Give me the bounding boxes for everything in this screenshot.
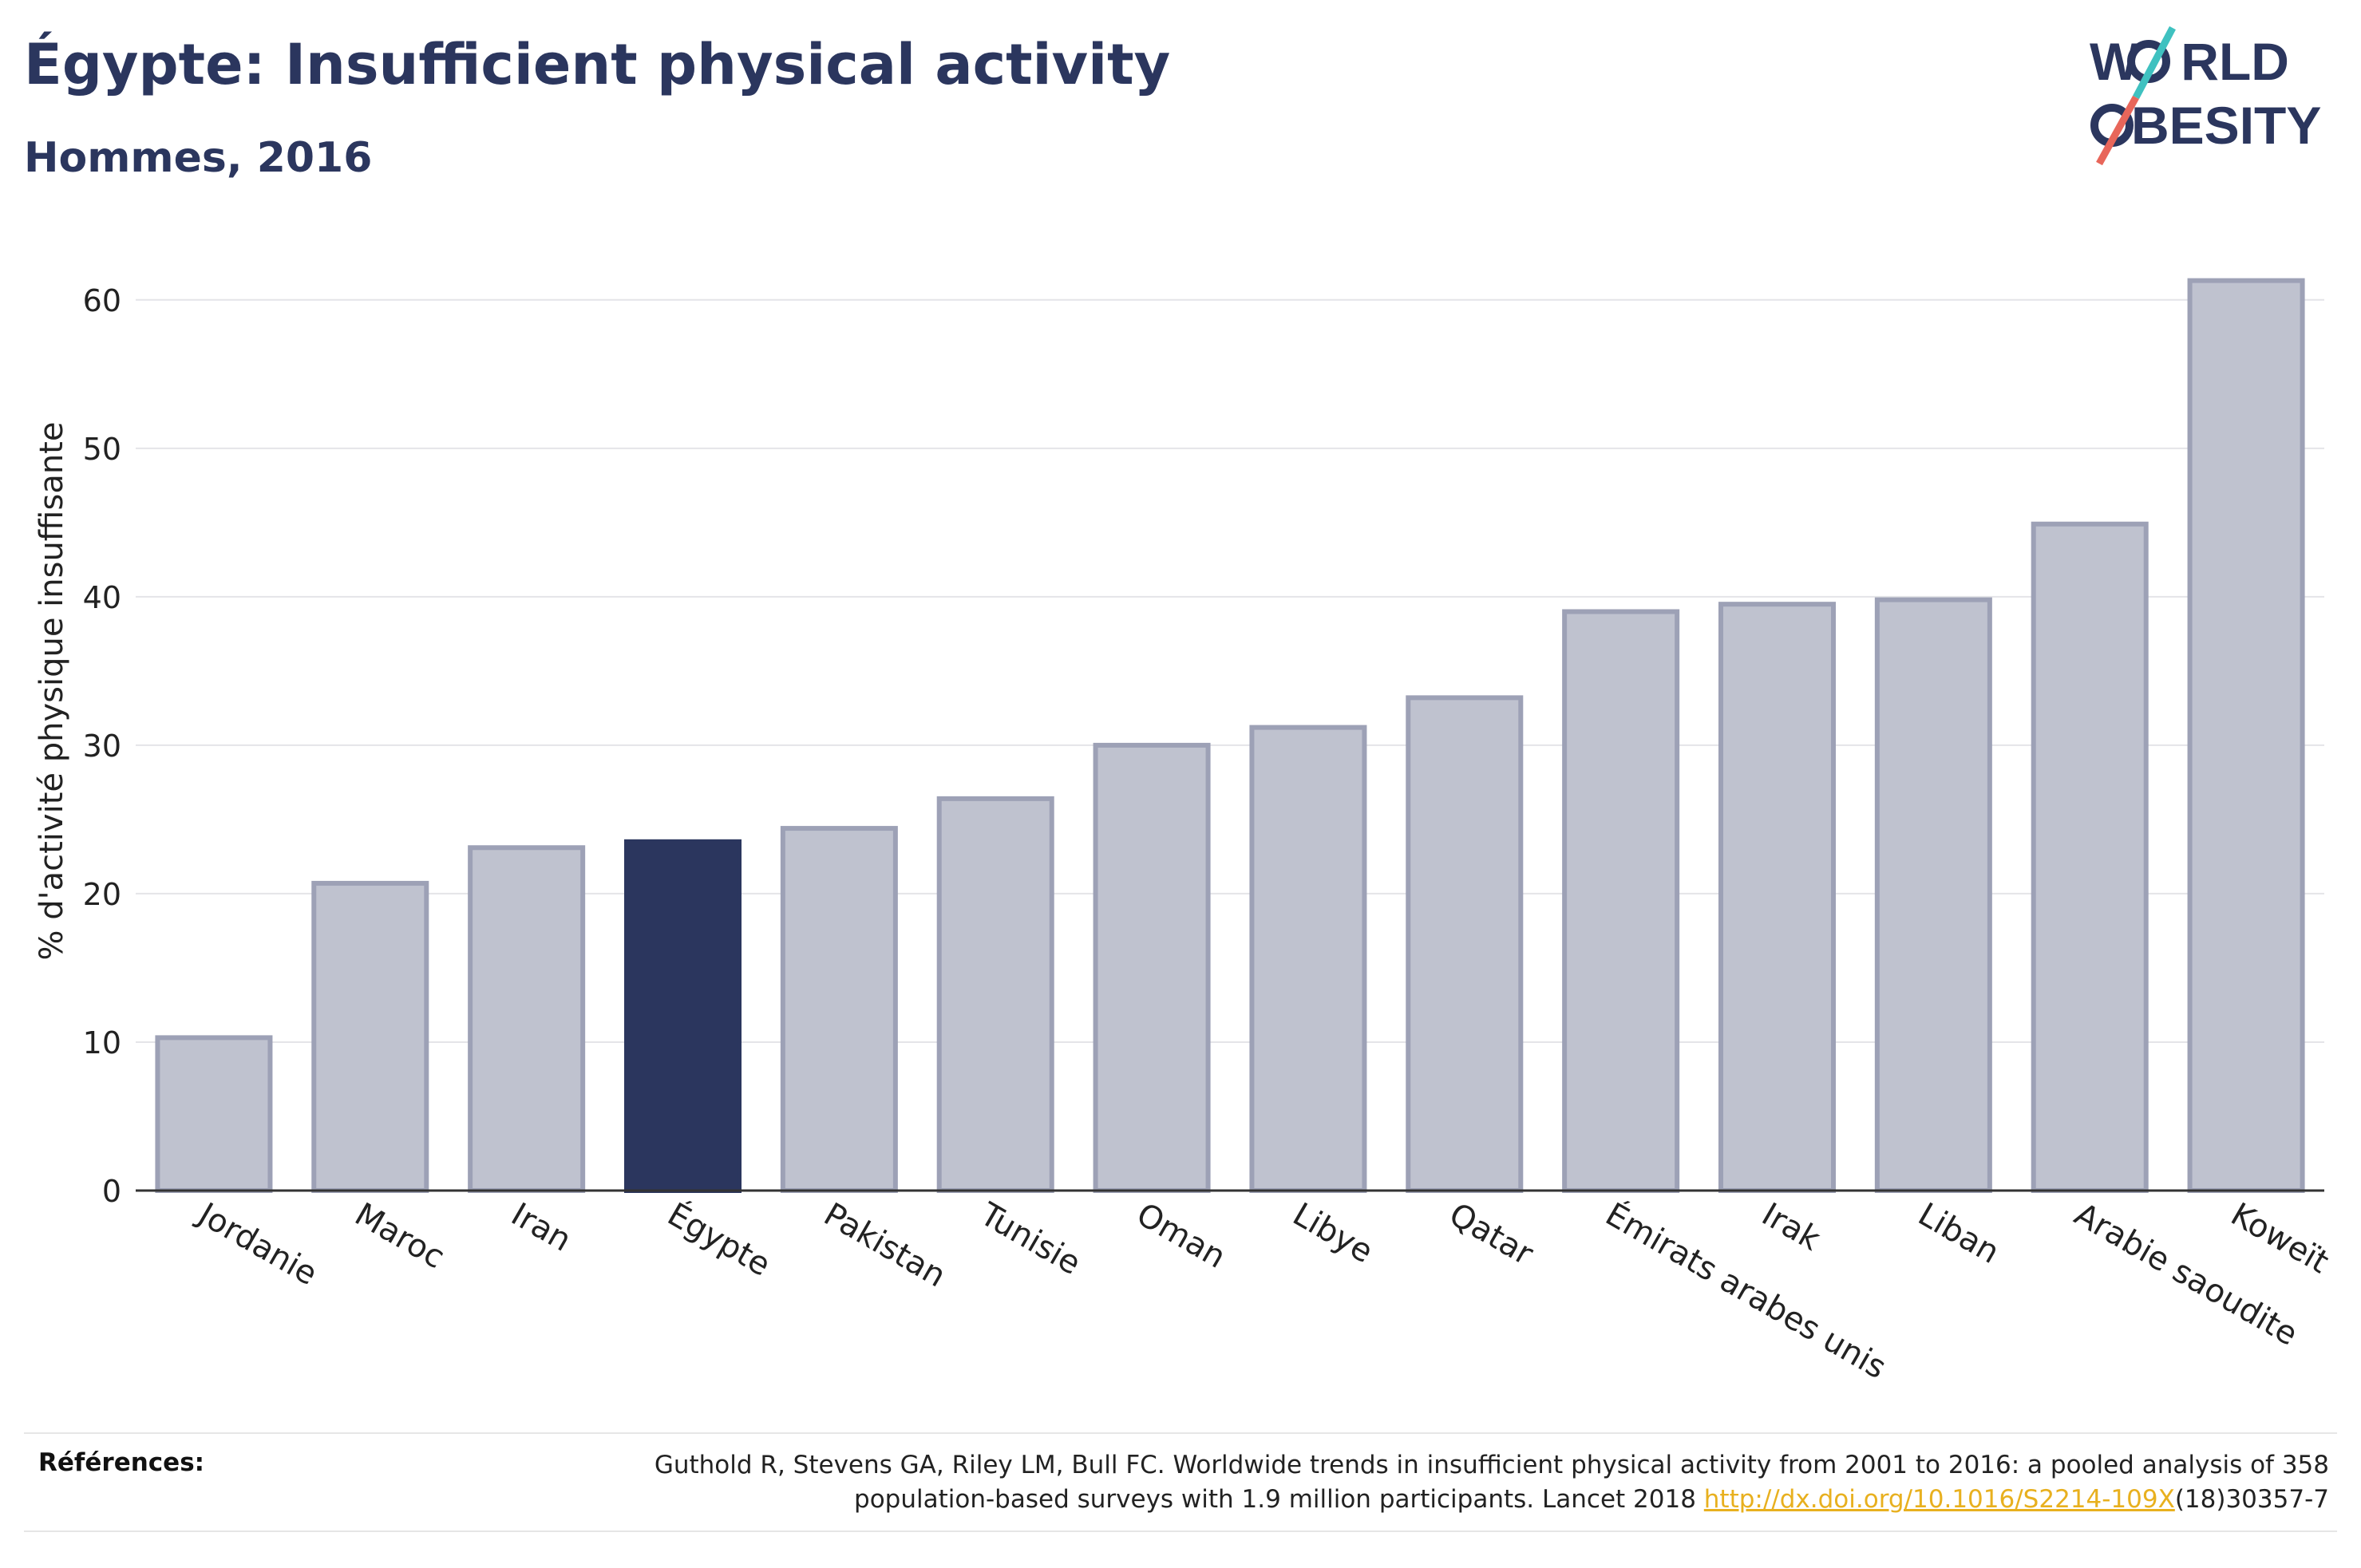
references-bottom-divider xyxy=(24,1530,2337,1532)
x-tick-label: Oman xyxy=(1130,1196,1232,1276)
references-top-divider xyxy=(24,1432,2337,1434)
chart-subtitle: Hommes, 2016 xyxy=(24,134,373,182)
reference-doi-link[interactable]: http://dx.doi.org/10.1016/S2214-109X xyxy=(1703,1485,2175,1514)
bar xyxy=(311,880,429,1194)
x-tick-label: Pakistan xyxy=(817,1196,951,1295)
highlighted-bar xyxy=(623,839,742,1194)
references-label: Références: xyxy=(38,1448,205,1477)
y-tick-label: 50 xyxy=(83,432,121,467)
bar xyxy=(1562,609,1680,1193)
chart-title: Égypte: Insufficient physical activity xyxy=(24,32,1171,97)
y-tick-label: 10 xyxy=(83,1025,121,1060)
svg-text:BESITY: BESITY xyxy=(2131,96,2321,155)
x-tick-label: Jordanie xyxy=(190,1195,323,1293)
bar xyxy=(1718,602,1837,1193)
reference-citation: Guthold R, Stevens GA, Riley LM, Bull FC… xyxy=(654,1451,2329,1514)
bar xyxy=(155,1035,273,1194)
x-tick-label: Tunisie xyxy=(973,1195,1086,1282)
y-tick-label: 30 xyxy=(83,729,121,764)
references-text: Guthold R, Stevens GA, Riley LM, Bull FC… xyxy=(573,1448,2329,1517)
x-tick-label: Libye xyxy=(1287,1196,1379,1270)
logo-teal-stroke xyxy=(2133,26,2176,100)
x-tick-label: Égypte xyxy=(662,1195,777,1284)
x-tick-label: Qatar xyxy=(1443,1196,1540,1273)
bar xyxy=(1406,695,1524,1193)
bar xyxy=(468,845,586,1194)
y-axis-label: % d'activité physique insuffisante xyxy=(34,422,70,961)
y-tick-label: 60 xyxy=(83,283,121,318)
y-tick-label: 0 xyxy=(102,1174,121,1209)
x-tick-label: Liban xyxy=(1912,1196,2005,1271)
bar-chart: 0 10 20 30 40 50 60 % d'activité physique insuf… xyxy=(34,278,2335,1386)
logo-red-stroke xyxy=(2096,95,2139,166)
y-tick-label: 40 xyxy=(83,580,121,615)
bar xyxy=(780,826,898,1193)
bar xyxy=(1249,725,1367,1193)
bar xyxy=(2187,278,2305,1194)
reference-citation-suffix: (18)30357-7 xyxy=(2174,1485,2329,1514)
x-tick-label: Maroc xyxy=(349,1196,451,1276)
bar xyxy=(2031,521,2149,1193)
bar xyxy=(1093,742,1211,1193)
x-tick-label: Irak xyxy=(1756,1196,1827,1258)
bar xyxy=(1874,597,1992,1193)
x-tick-label: Koweït xyxy=(2225,1196,2335,1281)
x-tick-label: Émirats arabes unis xyxy=(1600,1195,1893,1386)
bar xyxy=(936,796,1054,1194)
x-tick-label: Iran xyxy=(505,1196,578,1259)
y-tick-label: 20 xyxy=(83,877,121,912)
world-obesity-logo: W RLD BESITY xyxy=(2090,26,2321,166)
